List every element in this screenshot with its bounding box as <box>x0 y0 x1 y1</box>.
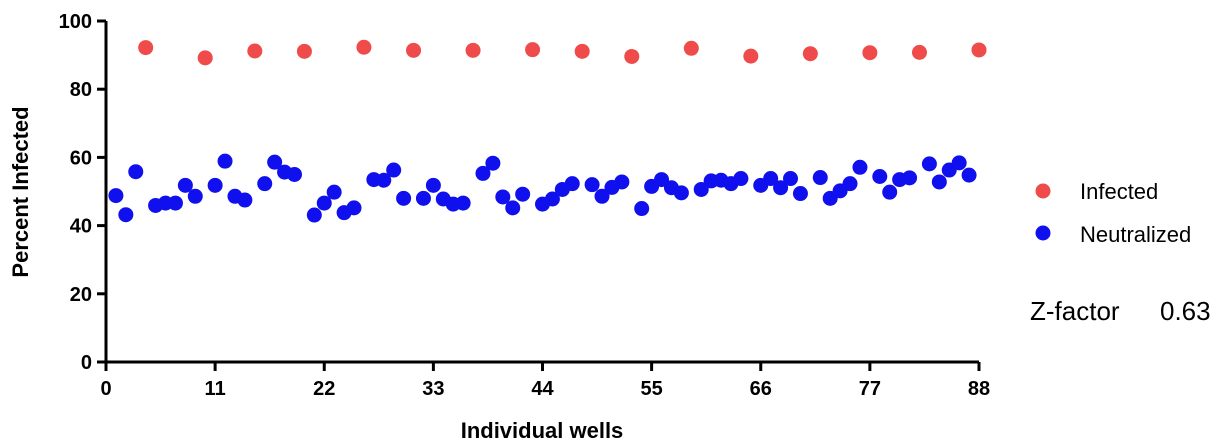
point-neutralized <box>733 171 749 187</box>
x-tick-label: 77 <box>859 378 881 400</box>
x-axis-title: Individual wells <box>461 418 624 443</box>
y-axis: 0 20 40 60 80 100 <box>59 11 108 374</box>
y-axis-title: Percent Infected <box>8 106 33 277</box>
point-infected <box>743 48 759 64</box>
legend: Infected Neutralized <box>1035 179 1191 247</box>
y-tick-label: 80 <box>70 79 92 101</box>
x-tick-label: 88 <box>968 378 990 400</box>
point-neutralized <box>455 195 471 211</box>
point-neutralized <box>128 164 144 180</box>
point-neutralized <box>376 172 392 188</box>
point-neutralized <box>961 167 977 183</box>
point-neutralized <box>921 156 937 172</box>
z-factor-value: 0.63 <box>1160 296 1211 326</box>
x-tick-label: 11 <box>205 378 226 400</box>
point-infected <box>624 48 640 64</box>
point-neutralized <box>614 174 630 190</box>
point-neutralized <box>118 207 134 223</box>
point-neutralized <box>346 200 362 216</box>
point-neutralized <box>316 195 332 211</box>
point-neutralized <box>257 176 273 192</box>
data-points <box>108 39 987 223</box>
point-infected <box>802 46 818 62</box>
point-neutralized <box>515 186 531 202</box>
point-neutralized <box>773 180 789 196</box>
point-infected <box>197 50 213 66</box>
point-neutralized <box>882 184 898 200</box>
point-infected <box>862 45 878 61</box>
point-neutralized <box>673 185 689 201</box>
point-neutralized <box>306 207 322 223</box>
point-neutralized <box>326 184 342 200</box>
point-neutralized <box>852 159 868 175</box>
x-tick-label: 22 <box>313 378 335 400</box>
y-tick-label: 0 <box>81 352 92 374</box>
point-neutralized <box>425 177 441 193</box>
point-neutralized <box>217 153 233 169</box>
y-tick-label: 20 <box>70 284 92 306</box>
point-neutralized <box>396 190 412 206</box>
point-infected <box>911 44 927 60</box>
point-neutralized <box>177 177 193 193</box>
point-neutralized <box>485 155 501 171</box>
z-factor-label: Z-factor <box>1030 296 1120 326</box>
point-infected <box>971 42 987 58</box>
legend-marker-neutralized <box>1035 225 1051 241</box>
point-infected <box>683 40 699 56</box>
point-neutralized <box>763 171 779 187</box>
point-infected <box>525 42 541 58</box>
point-neutralized <box>237 192 253 208</box>
point-neutralized <box>594 188 610 204</box>
point-neutralized <box>792 186 808 202</box>
x-tick-label: 55 <box>641 378 663 400</box>
point-neutralized <box>495 189 511 205</box>
point-infected <box>356 39 372 55</box>
point-infected <box>296 43 312 59</box>
point-neutralized <box>167 195 183 211</box>
point-neutralized <box>931 174 947 190</box>
y-tick-label: 60 <box>70 147 92 169</box>
point-neutralized <box>812 170 828 186</box>
point-infected <box>138 40 154 56</box>
point-neutralized <box>286 166 302 182</box>
legend-label-neutralized: Neutralized <box>1080 222 1191 247</box>
x-tick-label: 0 <box>100 378 111 400</box>
point-neutralized <box>902 170 918 186</box>
point-neutralized <box>505 200 521 216</box>
point-infected <box>574 43 590 59</box>
point-infected <box>406 42 422 58</box>
x-tick-label: 33 <box>422 378 444 400</box>
point-neutralized <box>654 172 670 188</box>
point-infected <box>247 43 263 59</box>
point-neutralized <box>872 168 888 184</box>
x-tick-label: 66 <box>750 378 772 400</box>
point-neutralized <box>108 188 124 204</box>
x-tick-label: 44 <box>531 378 554 400</box>
point-neutralized <box>634 201 650 217</box>
point-neutralized <box>783 171 799 187</box>
point-neutralized <box>475 165 491 181</box>
point-neutralized <box>187 188 203 204</box>
point-neutralized <box>693 181 709 197</box>
x-axis: 0 11 22 33 44 55 66 77 88 <box>100 360 990 400</box>
point-neutralized <box>564 176 580 192</box>
legend-marker-infected <box>1035 183 1051 199</box>
point-infected <box>465 42 481 58</box>
point-neutralized <box>386 162 402 178</box>
point-neutralized <box>415 190 431 206</box>
point-neutralized <box>842 176 858 192</box>
z-factor-annotation: Z-factor 0.63 <box>1030 296 1211 326</box>
point-neutralized <box>584 177 600 193</box>
legend-label-infected: Infected <box>1080 179 1158 204</box>
y-tick-label: 40 <box>70 216 92 238</box>
point-neutralized <box>207 177 223 193</box>
point-neutralized <box>267 154 283 170</box>
point-neutralized <box>544 191 560 207</box>
y-tick-label: 100 <box>59 11 92 33</box>
point-neutralized <box>951 155 967 171</box>
